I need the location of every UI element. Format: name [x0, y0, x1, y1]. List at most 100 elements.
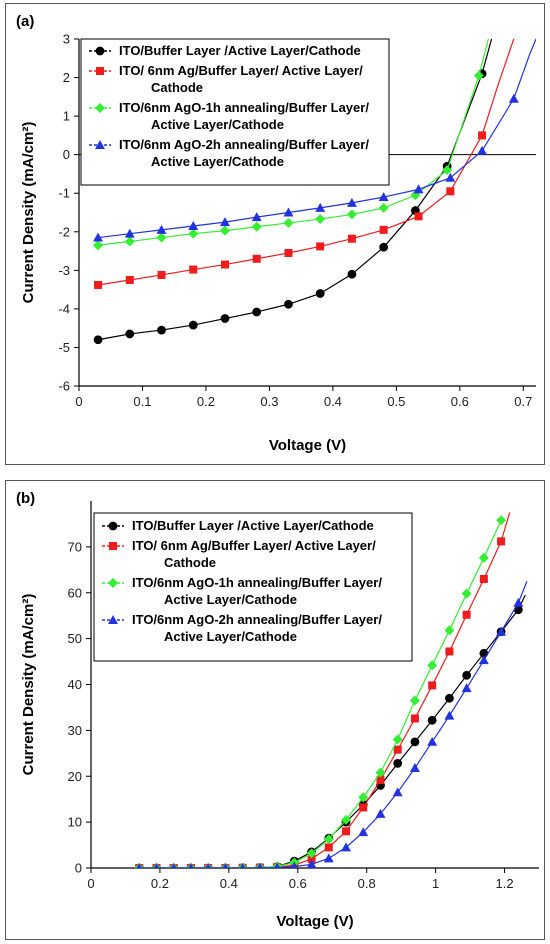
data-point: [324, 843, 333, 852]
data-point: [462, 670, 472, 680]
data-point: [346, 209, 357, 220]
data-point: [124, 228, 135, 238]
data-point: [256, 862, 263, 868]
y-tick-label: 1: [63, 109, 70, 124]
legend-entry-text: ITO/Buffer Layer /Active Layer/Cathode: [119, 43, 361, 58]
data-point: [251, 221, 262, 232]
data-point: [323, 834, 334, 845]
data-point: [378, 202, 389, 213]
y-tick-label: -4: [58, 301, 70, 316]
data-point: [125, 329, 135, 339]
data-point: [284, 299, 293, 309]
series-line: [97, 38, 536, 239]
data-point: [375, 767, 386, 778]
data-point: [478, 552, 489, 563]
y-tick-label: -6: [58, 379, 70, 394]
data-point: [496, 515, 507, 526]
panel-label: (a): [16, 13, 34, 30]
series-line: [139, 520, 502, 868]
data-point: [220, 225, 230, 236]
data-point: [252, 307, 262, 317]
y-tick-label: 10: [68, 815, 82, 830]
data-point: [393, 745, 402, 754]
data-point: [409, 695, 420, 706]
x-tick-label: 0.8: [358, 876, 376, 891]
legend-marker: [108, 578, 118, 588]
data-point: [479, 574, 488, 583]
data-point: [342, 827, 351, 836]
data-point: [156, 224, 167, 234]
y-tick-label: -3: [58, 263, 70, 278]
data-point: [157, 270, 166, 279]
x-tick-label: 1.2: [495, 876, 513, 891]
data-point: [323, 853, 334, 863]
data-point: [283, 207, 294, 217]
data-point: [427, 715, 437, 725]
x-tick-label: 0.7: [514, 394, 532, 409]
legend-entry-text: Active Layer/Cathode: [151, 154, 284, 169]
data-point: [427, 736, 438, 746]
data-point: [376, 775, 385, 784]
data-point: [347, 269, 357, 279]
y-tick-label: 70: [68, 539, 82, 554]
legend-entry-text: Cathode: [151, 80, 203, 95]
legend-entry-text: ITO/ 6nm Ag/Buffer Layer/ Active Layer/: [119, 63, 363, 78]
data-point: [427, 660, 438, 671]
data-point: [375, 808, 386, 818]
data-point: [442, 165, 453, 176]
data-point: [136, 863, 143, 868]
x-tick-label: 0.6: [451, 394, 469, 409]
x-tick-label: 0.2: [197, 394, 215, 409]
data-point: [444, 710, 455, 720]
data-point: [347, 234, 356, 243]
legend-marker: [109, 542, 117, 550]
y-tick-label: 0: [63, 147, 70, 162]
data-point: [393, 759, 403, 768]
data-point: [461, 588, 472, 599]
data-point: [341, 842, 351, 852]
chart-panel-a: 0 0.1 0.2 0.3 0.4 0.5 0.6 0.7 -6 -5 -4 -3 -2 -1 0 1 2 3 Vo…: [5, 3, 545, 465]
x-tick-label: 0.4: [324, 394, 342, 409]
data-point: [462, 610, 471, 619]
data-point: [124, 236, 135, 247]
data-point: [316, 242, 325, 251]
legend-entry-text: ITO/ 6nm Ag/Buffer Layer/ Active Layer/: [132, 538, 376, 553]
data-point: [239, 863, 246, 868]
data-point: [446, 187, 455, 196]
x-tick-label: 0.3: [260, 394, 278, 409]
data-point: [497, 537, 506, 546]
y-tick-label: 2: [63, 70, 70, 85]
legend-entry-text: ITO/6nm AgO-1h annealing/Buffer Layer/: [132, 575, 382, 590]
data-point: [409, 763, 420, 772]
data-point: [220, 217, 230, 227]
data-point: [413, 184, 424, 194]
data-point: [358, 792, 369, 803]
x-tick-label: 0.2: [151, 876, 169, 891]
data-point: [157, 325, 166, 335]
legend-marker: [96, 67, 104, 75]
data-point: [445, 693, 454, 703]
data-point: [220, 260, 229, 269]
x-tick-label: 0.1: [133, 394, 151, 409]
data-point: [93, 232, 104, 242]
x-axis-label: Voltage (V): [276, 913, 353, 930]
data-point: [378, 192, 389, 202]
y-tick-label: 0: [75, 861, 82, 876]
legend-box: [80, 38, 390, 186]
data-point: [477, 145, 488, 155]
data-point: [461, 683, 472, 693]
data-point: [274, 862, 281, 868]
data-point: [346, 197, 357, 207]
data-point: [153, 863, 160, 868]
data-point: [445, 172, 456, 182]
y-tick-label: 40: [68, 677, 82, 692]
y-axis-label: Current Density (mA/cm²): [20, 594, 37, 776]
x-tick-label: 0: [87, 876, 94, 891]
series-line: [139, 581, 528, 868]
data-point: [205, 863, 211, 868]
data-point: [428, 681, 437, 690]
legend-entry-text: ITO/6nm AgO-1h annealing/Buffer Layer/: [119, 100, 369, 115]
data-point: [222, 863, 229, 868]
data-point: [283, 217, 294, 228]
legend-box: [93, 512, 413, 662]
